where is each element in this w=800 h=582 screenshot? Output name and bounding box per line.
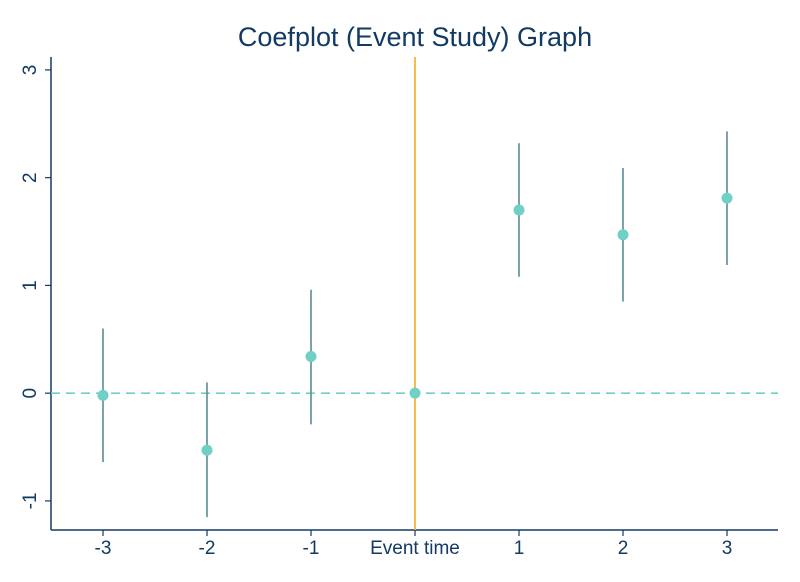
point-estimate	[721, 192, 733, 204]
y-tick-label: 3	[20, 65, 41, 76]
y-tick-label: -1	[20, 492, 41, 509]
x-tick-label: -1	[303, 538, 320, 559]
y-tick-label: 0	[20, 388, 41, 399]
y-tick-label: 1	[20, 280, 41, 291]
x-tick-label: 1	[514, 538, 525, 559]
point-estimate	[617, 229, 629, 241]
point-estimate	[513, 204, 525, 216]
x-tick-label: -3	[95, 538, 112, 559]
point-estimate	[409, 387, 421, 399]
x-tick-label: -2	[199, 538, 216, 559]
x-tick-label: 2	[618, 538, 629, 559]
point-estimate	[305, 351, 317, 363]
plot-area: -1 0 1 2 3 -3 -2 -1 Event time 1 2 3	[20, 57, 778, 559]
point-estimate	[97, 389, 109, 401]
x-tick-label: Event time	[370, 538, 460, 559]
y-tick-label: 2	[20, 172, 41, 183]
point-estimate	[201, 444, 213, 456]
x-tick-label: 3	[722, 538, 733, 559]
chart-title: Coefplot (Event Study) Graph	[238, 22, 592, 52]
